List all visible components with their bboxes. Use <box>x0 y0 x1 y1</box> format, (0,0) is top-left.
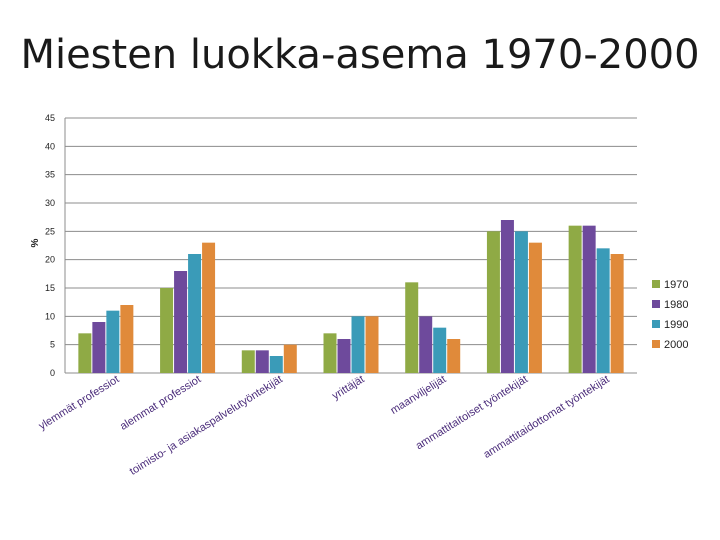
bar-1990-2 <box>269 356 283 373</box>
y-tick-label: 30 <box>45 198 55 208</box>
y-tick-label: 25 <box>45 226 55 236</box>
legend: 1970 1980 1990 2000 <box>652 279 688 351</box>
legend-label: 2000 <box>664 339 688 351</box>
legend-label: 1990 <box>664 319 688 331</box>
category-label: toimisto- ja asiakaspalvelutyöntekijät <box>128 373 285 477</box>
bar-1970-5 <box>486 231 500 373</box>
bar-1970-2 <box>241 350 255 373</box>
bar-1990-0 <box>106 310 120 373</box>
y-axis-title: % <box>30 238 41 247</box>
bar-1970-4 <box>405 282 419 373</box>
bar-1990-3 <box>351 316 365 373</box>
bar-2000-3 <box>365 316 379 373</box>
category-label: alemmat professiot <box>118 373 203 432</box>
y-axis-ticks: 0 5 10 15 20 25 30 35 40 45 <box>45 113 55 378</box>
y-tick-label: 35 <box>45 170 55 180</box>
bar-1980-2 <box>255 350 269 373</box>
gridlines <box>64 117 637 374</box>
bar-1980-6 <box>582 225 596 373</box>
bar-1970-6 <box>568 225 582 373</box>
y-tick-label: 15 <box>45 283 55 293</box>
bar-1990-6 <box>596 248 610 373</box>
y-tick-label: 5 <box>50 340 55 350</box>
legend-label: 1980 <box>664 299 688 311</box>
bar-1980-3 <box>337 339 351 373</box>
legend-swatch-1970 <box>652 280 660 288</box>
legend-label: 1970 <box>664 279 688 291</box>
y-tick-label: 45 <box>45 113 55 123</box>
bar-1980-5 <box>500 220 514 373</box>
category-label: ylemmät professiot <box>37 373 122 432</box>
bar-1970-1 <box>160 288 174 373</box>
chart-title: Miesten luokka-asema 1970-2000 <box>20 32 700 78</box>
category-label: maanviljelijät <box>389 373 449 417</box>
bar-1990-1 <box>188 254 202 373</box>
bar-1970-0 <box>78 333 92 373</box>
bar-1980-0 <box>92 322 106 373</box>
bar-2000-6 <box>610 254 624 373</box>
category-label: yrittäjät <box>330 373 366 402</box>
bar-2000-2 <box>283 344 297 373</box>
y-tick-label: 20 <box>45 255 55 265</box>
legend-swatch-1990 <box>652 320 660 328</box>
bar-1980-1 <box>174 271 188 373</box>
bar-2000-0 <box>120 305 134 373</box>
bar-1970-3 <box>323 333 337 373</box>
y-tick-label: 0 <box>50 368 55 378</box>
bars <box>78 220 624 373</box>
legend-swatch-2000 <box>652 340 660 348</box>
bar-1980-4 <box>419 316 433 373</box>
y-tick-label: 10 <box>45 311 55 321</box>
bar-1990-5 <box>514 231 528 373</box>
y-tick-label: 40 <box>45 141 55 151</box>
bar-2000-5 <box>528 242 542 373</box>
legend-swatch-1980 <box>652 300 660 308</box>
bar-2000-4 <box>447 339 461 373</box>
bar-2000-1 <box>202 242 216 373</box>
bar-1990-4 <box>433 327 447 373</box>
